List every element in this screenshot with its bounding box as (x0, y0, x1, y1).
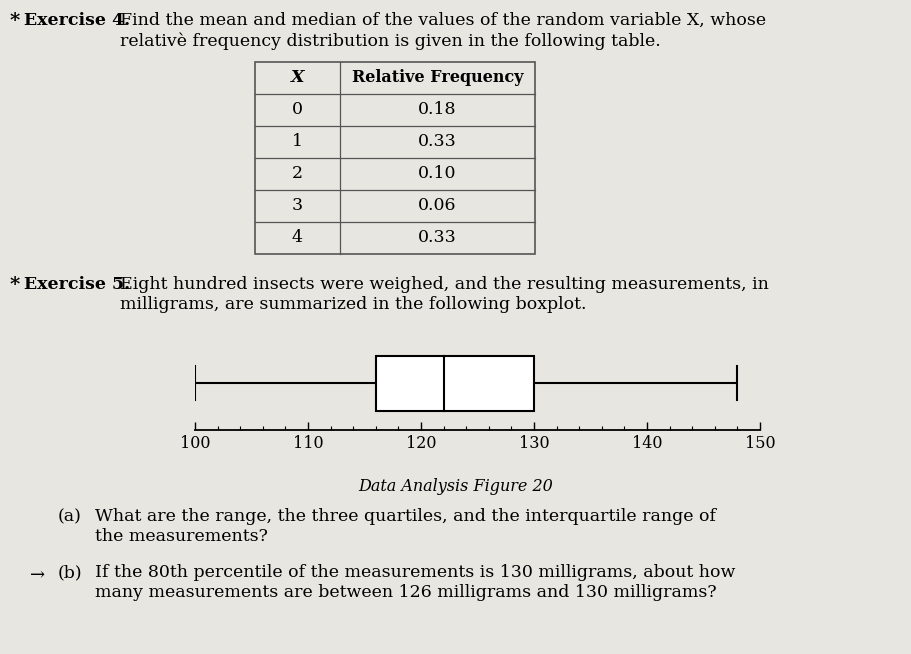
Text: If the 80th percentile of the measurements is 130 milligrams, about how: If the 80th percentile of the measuremen… (95, 564, 734, 581)
Text: 4: 4 (292, 230, 302, 247)
Bar (375, 356, 534, 411)
Text: Find the mean and median of the values of the random variable X, whose: Find the mean and median of the values o… (120, 12, 765, 29)
Text: *: * (10, 12, 20, 30)
Text: X: X (291, 69, 304, 86)
Text: 0.06: 0.06 (418, 198, 456, 215)
Text: 1: 1 (292, 133, 302, 150)
Text: Eight hundred insects were weighed, and the resulting measurements, in: Eight hundred insects were weighed, and … (120, 276, 768, 293)
Text: 3: 3 (292, 198, 302, 215)
Text: 0.33: 0.33 (417, 230, 456, 247)
Text: Relative Frequency: Relative Frequency (352, 69, 523, 86)
Bar (255, 62, 535, 254)
Text: (a): (a) (58, 508, 82, 525)
Text: (b): (b) (58, 564, 83, 581)
Text: 2: 2 (292, 165, 302, 182)
Text: 0.18: 0.18 (418, 101, 456, 118)
Text: many measurements are between 126 milligrams and 130 milligrams?: many measurements are between 126 millig… (95, 584, 716, 601)
Text: the measurements?: the measurements? (95, 528, 268, 545)
Text: 0.10: 0.10 (418, 165, 456, 182)
Text: relativè frequency distribution is given in the following table.: relativè frequency distribution is given… (120, 32, 660, 50)
Text: 0: 0 (292, 101, 302, 118)
Text: Exercise 4.: Exercise 4. (24, 12, 130, 29)
Text: Data Analysis Figure 20: Data Analysis Figure 20 (358, 478, 553, 495)
Text: milligrams, are summarized in the following boxplot.: milligrams, are summarized in the follow… (120, 296, 586, 313)
Text: Exercise 5.: Exercise 5. (24, 276, 130, 293)
Text: 0.33: 0.33 (417, 133, 456, 150)
Text: *: * (10, 276, 20, 294)
Text: What are the range, the three quartiles, and the interquartile range of: What are the range, the three quartiles,… (95, 508, 715, 525)
Text: →: → (30, 566, 45, 584)
